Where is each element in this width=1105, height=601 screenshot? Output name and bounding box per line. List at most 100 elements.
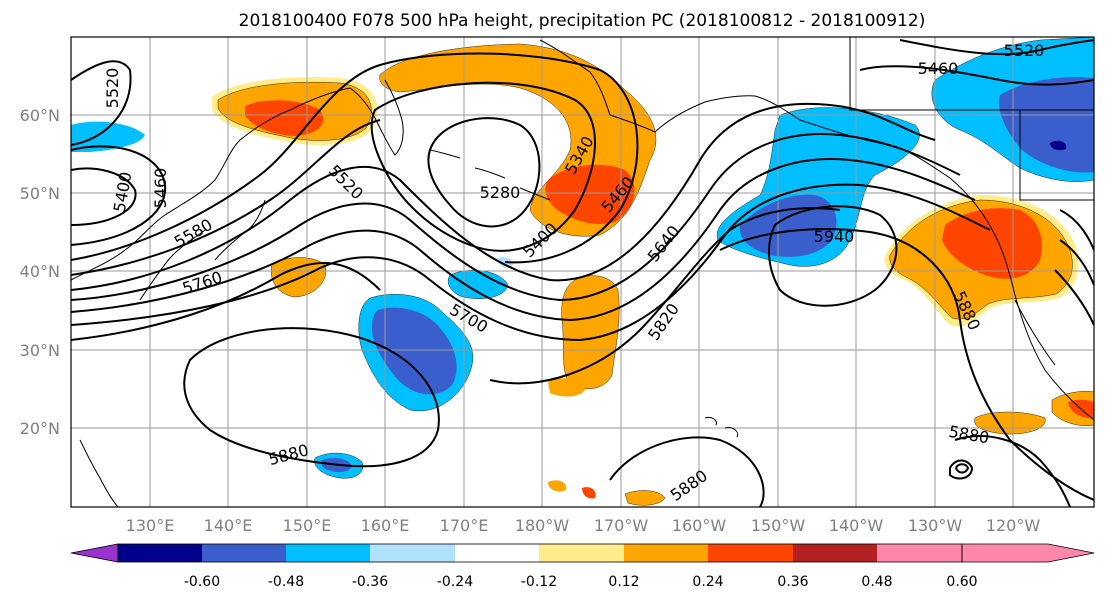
pos-area-southern-3 <box>582 487 596 499</box>
colorbar-tick-label: -0.24 <box>437 574 473 590</box>
lon-label: 130°W <box>908 516 963 535</box>
colorbar-segment <box>708 544 793 562</box>
graticule <box>71 37 1094 507</box>
pos-area-southern <box>624 490 666 506</box>
coast-alaska <box>539 39 801 133</box>
lon-label: 130°E <box>126 516 175 535</box>
lon-label: 180°W <box>515 516 570 535</box>
coast-canada-box <box>849 37 1094 201</box>
lon-label: 140°E <box>204 516 253 535</box>
contour-5880-ne <box>719 228 1094 501</box>
pos-area-okhotsk-core <box>245 100 324 136</box>
figure-title: 2018100400 F078 500 hPa height, precipit… <box>239 11 926 31</box>
coast-ryukyu <box>79 439 119 507</box>
contour-5640 <box>71 158 976 322</box>
colorbar-tick-label: 0.48 <box>861 574 892 590</box>
contour-label: 5460 <box>918 59 959 78</box>
contour-5700 <box>71 183 991 342</box>
colorbar-segment <box>202 544 286 562</box>
neg-area-northeast-deep <box>1050 140 1067 151</box>
colorbar-segment <box>370 544 455 562</box>
contour-5940 <box>768 205 898 307</box>
colorbar-segment <box>793 544 877 562</box>
colorbar-segment <box>118 544 202 562</box>
contour-5880-se <box>954 435 1071 507</box>
contour-label: 5460 <box>151 168 170 209</box>
latitude-labels: 60°N 50°N 40°N 30°N 20°N <box>20 106 60 438</box>
colorbar-segment <box>539 544 624 562</box>
lat-label: 40°N <box>20 262 60 281</box>
lat-label: 50°N <box>20 184 60 203</box>
contour-high-center-inner <box>954 463 970 474</box>
colorbar-outline <box>117 543 963 563</box>
contour-5460 <box>71 119 381 276</box>
map-frame <box>70 36 1095 508</box>
lon-label: 170°E <box>440 516 489 535</box>
neg-area-gulf-alaska-core <box>739 194 837 257</box>
colorbar-tick-label: -0.60 <box>184 574 220 590</box>
contour-5460-ne <box>859 65 1094 86</box>
contour-5460-w <box>71 145 167 246</box>
neg-area-kamchatka-west <box>71 121 145 152</box>
coast-baja <box>1014 299 1056 366</box>
lon-label: 170°W <box>594 516 649 535</box>
lon-label: 160°W <box>672 516 727 535</box>
coast-kamchatka <box>349 79 404 156</box>
colorbar-tick-label: 0.36 <box>777 574 808 590</box>
height-contours <box>71 39 1094 507</box>
contour-high-center <box>949 459 974 480</box>
contour-label: 5940 <box>814 227 855 246</box>
neg-area-northeast-core <box>998 77 1094 173</box>
contour-right-edge <box>1054 209 1094 326</box>
colorbar-tick-label: 0.12 <box>608 574 639 590</box>
lon-label: 150°W <box>751 516 806 535</box>
contour-5880-sw <box>183 327 440 468</box>
pos-area-southern-2 <box>548 480 567 492</box>
colorbar-segment <box>286 544 370 562</box>
coast-hawaii <box>704 417 739 438</box>
contour-5400 <box>71 52 639 264</box>
contour-5520 <box>71 102 936 291</box>
colorbar-tick-label: -0.36 <box>352 574 388 590</box>
lat-label: 60°N <box>20 106 60 125</box>
pos-area-subtropic-small <box>548 378 585 397</box>
neg-area-dateline-pale <box>497 257 513 268</box>
precip-shading <box>71 37 1094 506</box>
colorbar-tick-label: -0.48 <box>268 574 304 590</box>
lon-label: 120°W <box>986 516 1041 535</box>
contour-5280 <box>427 117 541 228</box>
contour-5580 <box>71 133 961 302</box>
neg-area-west-pacific-core <box>372 307 457 395</box>
colorbar: -0.60 -0.48 -0.36 -0.24 -0.12 0.12 0.24 … <box>70 543 1095 590</box>
colorbar-segment <box>624 544 708 562</box>
colorbar-left-extension <box>70 543 119 563</box>
colorbar-segment <box>455 544 539 562</box>
colorbar-right-extension <box>961 543 1095 563</box>
pos-area-subtropic-band <box>561 275 620 390</box>
contour-5820 <box>489 207 841 385</box>
longitude-labels: 130°E 140°E 150°E 160°E 170°E 180°W 170°… <box>126 516 1041 535</box>
lat-label: 30°N <box>20 341 60 360</box>
colorbar-segment <box>877 544 962 562</box>
pos-area-kuril <box>270 257 327 298</box>
contour-5760 <box>71 262 381 341</box>
contour-label: 5520 <box>103 68 122 109</box>
contour-5520-ne <box>899 39 1094 56</box>
colorbar-tick-label: 0.24 <box>692 574 723 590</box>
colorbar-tick-label: 0.60 <box>946 574 977 590</box>
pos-area-bering-core <box>545 164 635 225</box>
colorbar-tick-labels: -0.60 -0.48 -0.36 -0.24 -0.12 0.12 0.24 … <box>184 574 978 590</box>
coast-asia <box>71 87 351 281</box>
contour-label: 5520 <box>1004 41 1045 60</box>
pos-area-baja <box>974 411 1046 435</box>
lat-label: 20°N <box>20 419 60 438</box>
colorbar-tick-label: -0.12 <box>521 574 557 590</box>
lon-label: 160°E <box>361 516 410 535</box>
contour-label: 5280 <box>480 183 521 202</box>
lon-label: 150°E <box>283 516 332 535</box>
contour-5880-s <box>609 436 765 507</box>
lon-label: 140°W <box>829 516 884 535</box>
contour-5400-w <box>71 167 137 226</box>
contour-5520-w <box>71 60 132 146</box>
